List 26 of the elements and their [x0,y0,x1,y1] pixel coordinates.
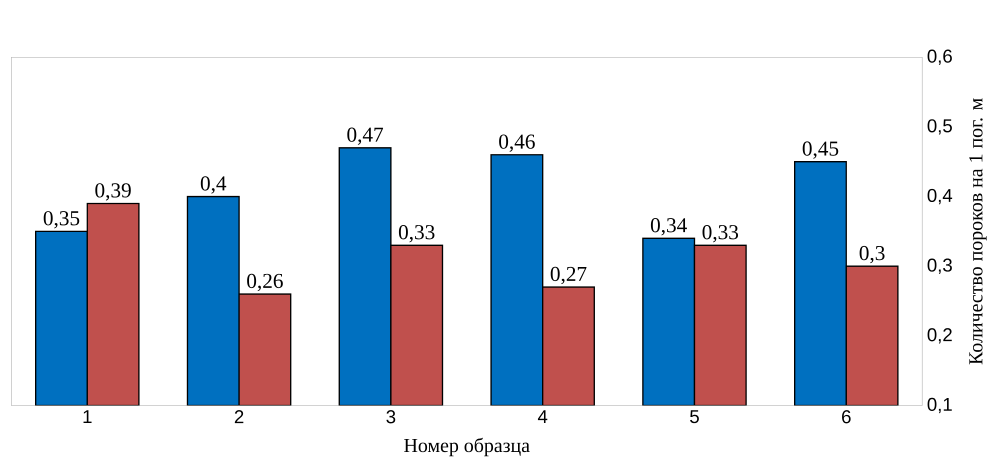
y-tick-label: 0,4 [928,189,952,204]
x-tick-label: 6 [842,410,851,424]
data-label: 0,45 [802,142,838,159]
data-label: 0,35 [44,211,80,229]
data-label: 0,26 [247,274,283,292]
y-tick-label: 0,5 [928,119,952,135]
data-label: 0,27 [550,266,586,284]
data-label: 0,47 [347,128,384,146]
y-tick-label: 0,3 [928,258,952,274]
x-tick-label: 1 [84,410,92,424]
x-tick-label: 3 [386,410,396,424]
data-label: 0,33 [702,225,738,243]
data-label: 0,3 [860,246,885,264]
data-label: 0,34 [650,218,687,236]
x-tick-label: 4 [538,410,548,424]
x-axis-title: Номер образца [404,438,530,456]
y-tick-label: 0,6 [928,50,952,66]
data-label: 0,4 [200,176,226,194]
y-axis-title: Количество пороков на 1 пог. м [969,98,987,365]
data-label: 0,39 [95,183,131,201]
y-tick-label: 0,2 [928,328,952,344]
data-label: 0,33 [398,225,434,243]
y-tick-label: 0,1 [928,398,952,414]
x-tick-label: 2 [234,410,244,424]
x-tick-label: 5 [690,410,699,424]
data-label: 0,46 [499,134,535,152]
